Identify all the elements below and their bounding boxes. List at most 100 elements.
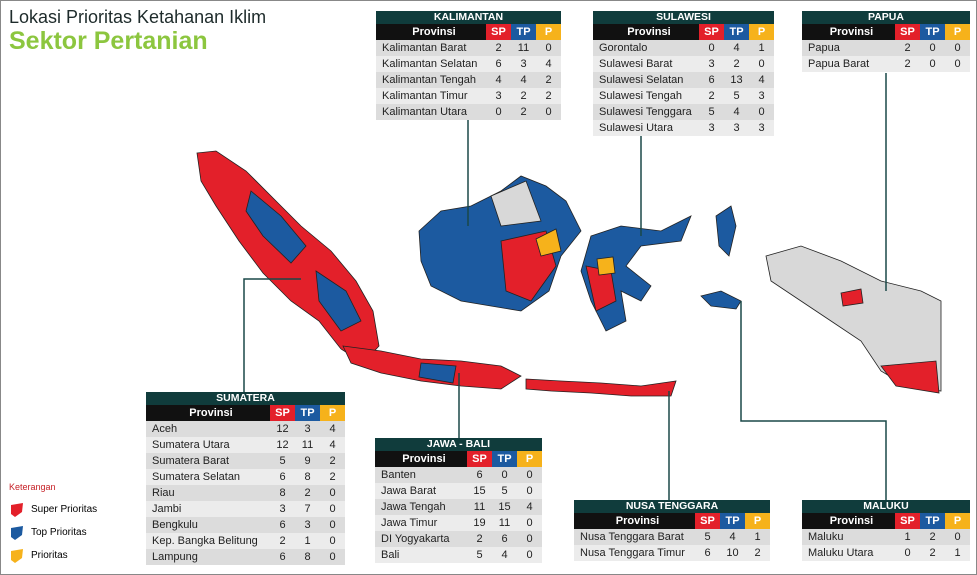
- column-header: TP: [724, 24, 749, 40]
- sumatera-tp: [245, 190, 307, 264]
- cell-province: Maluku: [808, 531, 844, 543]
- cell-value: 0: [526, 533, 533, 545]
- table-row: Bali 5 4 0: [375, 547, 542, 563]
- table-row: Sumatera Barat 5 9 2: [146, 453, 345, 469]
- cell-value: 0: [758, 106, 765, 118]
- cell-value: 6: [279, 551, 286, 563]
- cell-value: 1: [954, 547, 961, 559]
- table-row: Kalimantan Timur 3 2 2: [376, 88, 561, 104]
- cell-province: Sumatera Utara: [152, 439, 230, 451]
- cell-value: 4: [733, 42, 740, 54]
- cell-value: 2: [708, 90, 715, 102]
- table-row: Lampung 6 8 0: [146, 549, 345, 565]
- cell-value: 0: [329, 503, 336, 515]
- cell-province: Jawa Barat: [381, 485, 437, 497]
- sulawesi-p: [596, 256, 616, 276]
- swatch-shape: [11, 502, 23, 517]
- cell-province: Kalimantan Selatan: [382, 58, 478, 70]
- cell-value: 0: [501, 469, 508, 481]
- table-body: Gorontalo 0 4 1 Sulawesi Barat 3 2 0 Sulawesi Se…: [593, 40, 774, 136]
- subtitle: Sektor Pertanian: [9, 27, 208, 55]
- cell-value: 5: [501, 485, 508, 497]
- cell-value: 0: [758, 58, 765, 70]
- cell-value: 2: [904, 42, 911, 54]
- table-row: Jawa Timur 19 11 0: [375, 515, 542, 531]
- legend-label: Top Prioritas: [31, 527, 87, 538]
- legend-swatch: [11, 502, 23, 517]
- legend-swatch: [11, 548, 23, 563]
- cell-province: Sulawesi Tenggara: [599, 106, 692, 118]
- legend-title: Keterangan: [9, 482, 56, 492]
- table-row: Sulawesi Tenggara 5 4 0: [593, 104, 774, 120]
- table-row: Riau 8 2 0: [146, 485, 345, 501]
- table-row: Kep. Bangka Belitung 2 1 0: [146, 533, 345, 549]
- cell-value: 3: [758, 122, 765, 134]
- cell-value: 5: [733, 90, 740, 102]
- table-row: Papua 2 0 0: [802, 40, 970, 56]
- table-row: Kalimantan Selatan 6 3 4: [376, 56, 561, 72]
- table-body: Banten 6 0 0 Jawa Barat 15 5 0 Jawa Tengah 11 15 4 J…: [375, 467, 542, 563]
- table-body: Maluku 1 2 0 Maluku Utara 0 2 1: [802, 529, 970, 561]
- papua-sp2: [840, 288, 864, 307]
- table-row: Kalimantan Barat 2 11 0: [376, 40, 561, 56]
- cell-province: Aceh: [152, 423, 178, 435]
- cell-province: Kalimantan Timur: [382, 90, 468, 102]
- column-header: SP: [699, 24, 724, 40]
- cell-value: 4: [729, 531, 736, 543]
- table-row: Sulawesi Tengah 2 5 3: [593, 88, 774, 104]
- cell-value: 2: [304, 487, 311, 499]
- cell-value: 3: [758, 90, 765, 102]
- cell-value: 0: [526, 517, 533, 529]
- cell-value: 15: [473, 485, 486, 497]
- region-title: NUSA TENGGARA: [574, 500, 770, 513]
- table-body: Papua 2 0 0 Papua Barat 2 0 0: [802, 40, 970, 72]
- table-body: Kalimantan Barat 2 11 0 Kalimantan Selatan 6 3…: [376, 40, 561, 120]
- cell-value: 2: [495, 42, 502, 54]
- cell-value: 10: [726, 547, 739, 559]
- cell-value: 2: [329, 455, 336, 467]
- cell-value: 9: [304, 455, 311, 467]
- cell-province: Nusa Tenggara Timur: [580, 547, 685, 559]
- column-header: P: [749, 24, 774, 40]
- cell-value: 0: [526, 549, 533, 561]
- table-row: Sumatera Selatan 6 8 2: [146, 469, 345, 485]
- cell-province: Kalimantan Utara: [382, 106, 467, 118]
- cell-province: DI Yogyakarta: [381, 533, 450, 545]
- legend-label: Prioritas: [31, 550, 68, 561]
- cell-province: Bengkulu: [152, 519, 198, 531]
- cell-value: 0: [954, 42, 961, 54]
- cell-province: Sulawesi Selatan: [599, 74, 684, 86]
- table-body: Nusa Tenggara Barat 5 4 1 Nusa Tenggara Timu…: [574, 529, 770, 561]
- table-row: Sulawesi Selatan 6 13 4: [593, 72, 774, 88]
- cell-province: Gorontalo: [599, 42, 648, 54]
- cell-value: 3: [495, 90, 502, 102]
- region-table: SUMATERA Provinsi SP TP P Aceh 12 3 4 Sumatera Ut…: [146, 392, 345, 565]
- table-row: Jawa Barat 15 5 0: [375, 483, 542, 499]
- cell-value: 6: [476, 469, 483, 481]
- cell-value: 3: [304, 519, 311, 531]
- cell-province: Sumatera Selatan: [152, 471, 241, 483]
- cell-value: 6: [279, 471, 286, 483]
- cell-value: 5: [476, 549, 483, 561]
- kalimantan-grey: [490, 180, 542, 227]
- cell-value: 2: [545, 74, 552, 86]
- cell-value: 2: [733, 58, 740, 70]
- cell-value: 2: [520, 106, 527, 118]
- region-table: NUSA TENGGARA Provinsi SP TP P Nusa Tenggara …: [574, 500, 770, 561]
- legend-label: Super Prioritas: [31, 504, 98, 515]
- cell-value: 2: [929, 531, 936, 543]
- cell-value: 5: [279, 455, 286, 467]
- column-header: TP: [511, 24, 536, 40]
- region-table: MALUKU Provinsi SP TP P Maluku 1 2 0 Maluku Utara…: [802, 500, 970, 561]
- region-title: SULAWESI: [593, 11, 774, 24]
- cell-province: Sulawesi Tengah: [599, 90, 682, 102]
- cell-value: 15: [498, 501, 511, 513]
- column-header: SP: [486, 24, 511, 40]
- cell-value: 0: [495, 106, 502, 118]
- cell-province: Jawa Timur: [381, 517, 438, 529]
- region-table: SULAWESI Provinsi SP TP P Gorontalo 0 4 1 Sulawes…: [593, 11, 774, 136]
- cell-value: 4: [545, 58, 552, 70]
- table-body: Aceh 12 3 4 Sumatera Utara 12 11 4 Sumatera Bara…: [146, 421, 345, 565]
- cell-value: 11: [498, 517, 511, 529]
